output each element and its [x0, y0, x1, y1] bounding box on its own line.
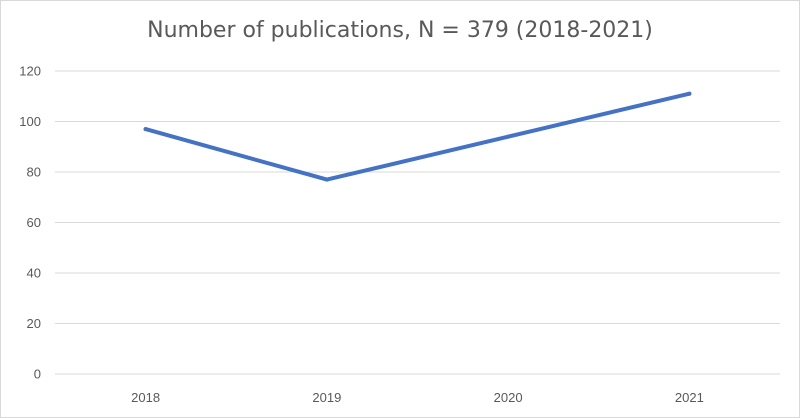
data-point	[687, 91, 692, 96]
y-tick-label: 80	[27, 165, 41, 180]
y-tick-label: 0	[34, 367, 41, 382]
x-tick-label: 2020	[494, 390, 523, 405]
data-point	[506, 134, 511, 139]
x-tick-label: 2018	[131, 390, 160, 405]
y-tick-label: 20	[27, 316, 41, 331]
data-point	[143, 127, 148, 132]
x-axis-ticks: 2018 2019 2020 2021	[131, 390, 704, 405]
x-tick-label: 2019	[312, 390, 341, 405]
y-tick-label: 120	[19, 64, 41, 79]
series-group	[143, 91, 692, 182]
x-tick-label: 2021	[675, 390, 704, 405]
series-line	[143, 91, 692, 182]
y-tick-label: 60	[27, 215, 41, 230]
y-axis-ticks: 0 20 40 60 80 100 120	[19, 64, 41, 382]
data-point	[324, 177, 329, 182]
y-tick-label: 40	[27, 266, 41, 281]
gridlines	[55, 70, 780, 375]
chart-title: Number of publications, N = 379 (2018-20…	[147, 18, 653, 43]
y-tick-label: 100	[19, 114, 41, 129]
